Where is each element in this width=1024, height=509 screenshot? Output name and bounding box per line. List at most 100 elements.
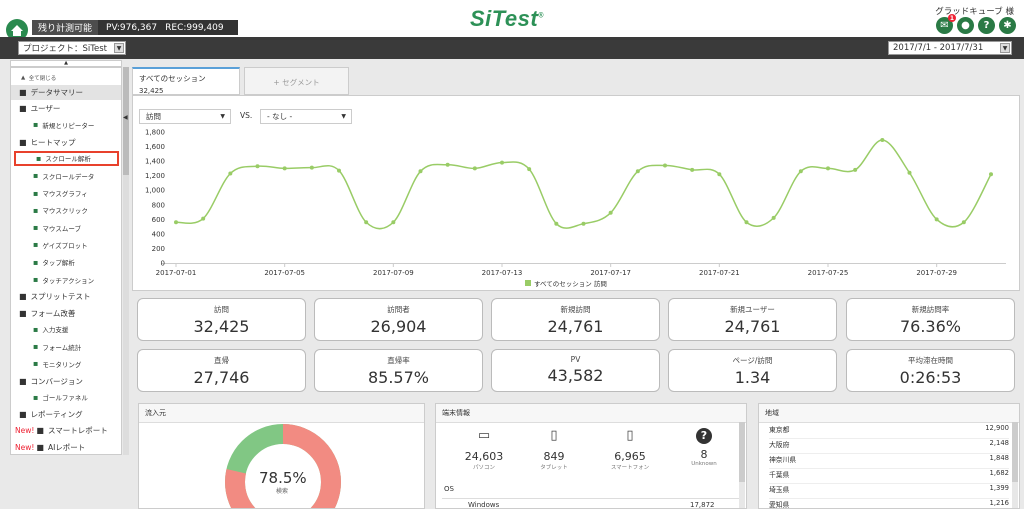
sidebar-item-20[interactable]: New! ■ スマートレポート [11, 423, 121, 438]
kpi-value: 43,582 [547, 366, 604, 385]
traffic-source-title: 流入元 [139, 404, 424, 423]
funnel-icon: ▪ [33, 392, 39, 402]
region-value: 12,900 [985, 424, 1009, 432]
sidebar-item-2[interactable]: ▪ 新規とリピーター [11, 117, 121, 132]
kpi-card: 直帰 27,746 [137, 349, 306, 392]
kpi-label: 訪問 [214, 305, 229, 314]
data-point [961, 220, 966, 225]
sidebar-item-17[interactable]: ■ コンバージョン [11, 374, 121, 389]
sidebar-item-label: スクロール解析 [45, 155, 91, 164]
chart-panel: 訪問 ▼ VS. - なし - ▼ 0 200 400 600 800 1,000 1,200 1… [132, 95, 1020, 291]
device-value: 8 [700, 448, 708, 461]
kpi-card: 訪問 32,425 [137, 298, 306, 341]
sidebar-item-14[interactable]: ▪ 入力支援 [11, 322, 121, 337]
sidebar-scroll-up[interactable]: ▲ [10, 60, 122, 67]
x-tick-label: 2017-07-09 [373, 269, 414, 277]
sidebar-item-19[interactable]: ■ レポーティング [11, 407, 121, 422]
data-point [255, 164, 260, 169]
sidebar-toggle-icon[interactable]: ◀ [123, 114, 128, 121]
kpi-value: 85.57% [367, 368, 429, 387]
sidebar-item-5[interactable]: ▪ スクロールデータ [11, 168, 121, 183]
region-row: 東京都 12,900 [769, 424, 1009, 439]
data-point [853, 167, 858, 172]
scroll-analysis-icon: ▪ [36, 153, 42, 163]
user-name[interactable]: グラッドキューブ 様 [935, 7, 1014, 17]
chevron-down-icon[interactable]: ▼ [1000, 43, 1010, 53]
x-tick-label: 2017-07-29 [916, 269, 957, 277]
data-point [880, 138, 885, 143]
sidebar-item-label: 新規とリピーター [42, 121, 95, 130]
date-range-select[interactable]: 2017/7/1 - 2017/7/31 ▼ [888, 41, 1012, 55]
metric-select[interactable]: 訪問 ▼ [139, 109, 231, 124]
chevron-down-icon[interactable]: ▼ [114, 43, 124, 53]
tap-icon: ▪ [33, 257, 39, 267]
add-segment-button[interactable]: + セグメント [244, 67, 349, 95]
region-row: 埼玉県 1,399 [769, 484, 1009, 499]
sidebar-item-10[interactable]: ▪ タップ解析 [11, 255, 121, 270]
collapse-all-link[interactable]: ▲ 全て閉じる [21, 74, 57, 82]
sidebar-item-4[interactable]: ▪ スクロール解析 [14, 150, 119, 166]
account-icon[interactable]: ● [957, 17, 974, 34]
toggle-icon: ■ [19, 292, 27, 302]
sidebar-item-16[interactable]: ▪ モニタリング [11, 356, 121, 371]
kpi-card: 新規ユーザー 24,761 [668, 298, 837, 341]
kpi-card: 新規訪問率 76.36% [846, 298, 1015, 341]
sidebar-item-8[interactable]: ▪ マウスムーブ [11, 220, 121, 235]
sitest-logo[interactable]: SiTest® [470, 6, 544, 31]
device-label: パソコン [472, 465, 495, 471]
input-icon: ▪ [33, 324, 39, 334]
unknown-icon: ? [696, 428, 712, 444]
data-point [309, 165, 314, 170]
sidebar-item-7[interactable]: ▪ マウスクリック [11, 203, 121, 218]
sidebar-item-13[interactable]: ■ フォーム改善 [11, 306, 121, 321]
kpi-value: 0:26:53 [899, 368, 962, 387]
region-title: 地域 [759, 404, 1019, 423]
sidebar-item-18[interactable]: ▪ ゴールファネル [11, 390, 121, 405]
data-point [500, 160, 504, 165]
book-icon: ■ [19, 88, 27, 97]
scrollbar-thumb[interactable] [123, 67, 129, 175]
segment-tab-all[interactable]: すべてのセッション 32,425 [132, 67, 240, 95]
sidebar-item-label: ゲイズプロット [42, 241, 88, 250]
project-select[interactable]: プロジェクト：SiTest ▼ [18, 41, 126, 55]
sidebar-scrollbar[interactable] [123, 67, 129, 455]
notification-icon[interactable]: ✉ 1 [936, 14, 956, 34]
smart-report-icon: ■ [36, 426, 44, 436]
sidebar-item-0[interactable]: ■ データサマリー [11, 85, 121, 100]
donut-percent: 78.5% [259, 469, 307, 487]
data-point [472, 166, 477, 171]
x-tick-label: 2017-07-17 [590, 269, 631, 277]
sidebar-item-11[interactable]: ▪ タッチアクション [11, 272, 121, 287]
device-stat: ? 8 Unknown [664, 428, 744, 467]
device-scrollbar[interactable] [739, 422, 745, 508]
compare-select[interactable]: - なし - ▼ [260, 109, 352, 124]
os-divider [442, 498, 742, 499]
segment-count: 32,425 [139, 87, 164, 95]
kpi-label: 訪問者 [387, 305, 410, 314]
sidebar-item-3[interactable]: ■ ヒートマップ [11, 135, 121, 150]
sidebar-item-15[interactable]: ▪ フォーム統計 [11, 339, 121, 354]
y-tick-label: 1,600 [145, 143, 165, 151]
sidebar-item-label: フォーム統計 [42, 343, 82, 352]
gear-icon[interactable]: ✱ [999, 17, 1016, 34]
sidebar-item-9[interactable]: ▪ ゲイズプロット [11, 237, 121, 252]
sidebar-item-1[interactable]: ■ ユーザー [11, 101, 121, 116]
data-point [282, 166, 287, 171]
sidebar-item-6[interactable]: ▪ マウスグラフィ [11, 186, 121, 201]
region-row: 神奈川県 1,848 [769, 454, 1009, 469]
device-value: 849 [543, 450, 565, 463]
data-point [798, 169, 803, 174]
region-scrollbar[interactable] [1012, 422, 1018, 508]
sidebar-item-12[interactable]: ■ スプリットテスト [11, 289, 121, 304]
mouse-graphic-icon: ▪ [33, 188, 39, 198]
region-row: 愛知県 1,216 [769, 499, 1009, 508]
device-stat: ▯ 849 タブレット [514, 428, 594, 471]
sidebar-item-label: タップ解析 [42, 259, 75, 268]
home-icon[interactable] [6, 19, 28, 41]
data-point [337, 168, 341, 173]
sidebar-item-21[interactable]: New! ■ AIレポート [11, 440, 121, 455]
kpi-label: 新規ユーザー [730, 305, 775, 314]
region-name: 神奈川県 [769, 456, 797, 464]
top-header: 残り計測可能 PV:976,367 REC:999,409 SiTest® グラ… [0, 0, 1024, 41]
help-icon[interactable]: ? [978, 17, 995, 34]
